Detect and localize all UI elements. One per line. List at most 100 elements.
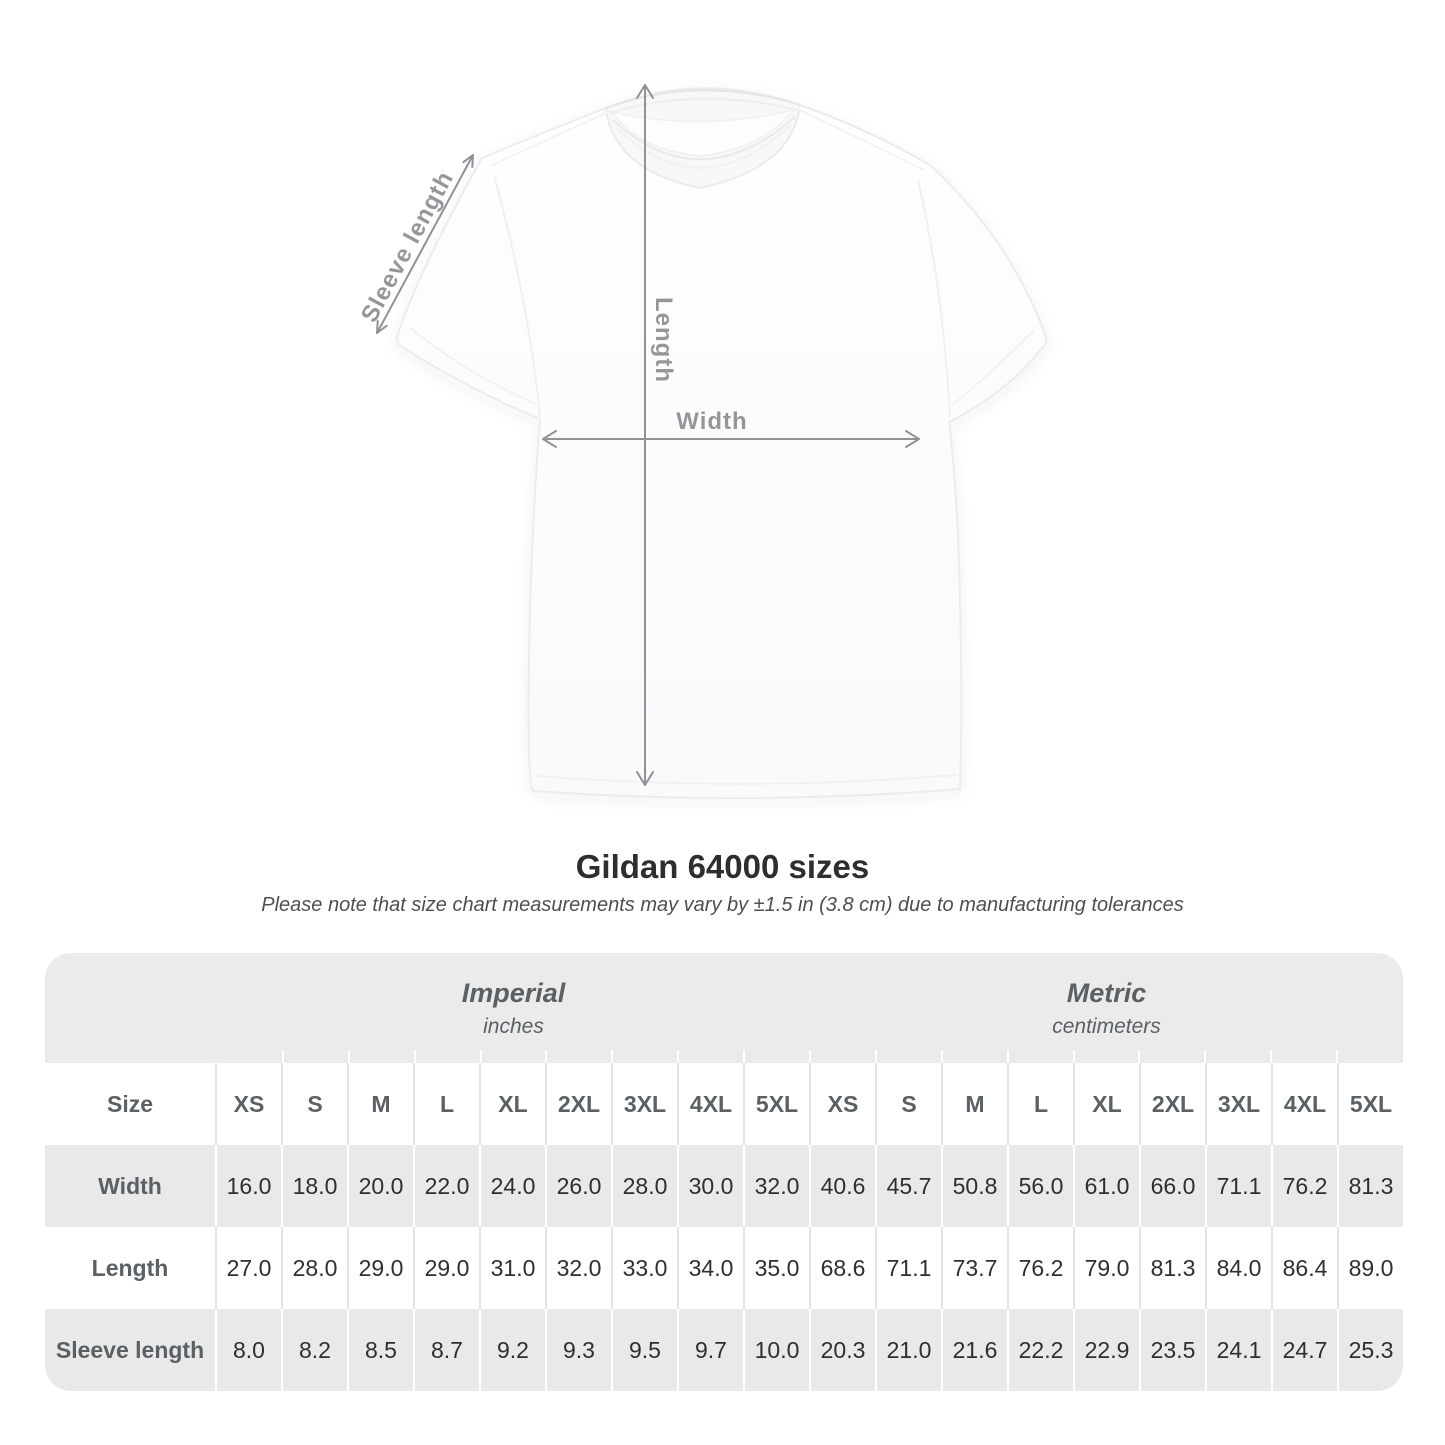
table-cell: 79.0 [1073, 1227, 1139, 1309]
length-label: Length [650, 297, 677, 383]
imperial-unit: inches [483, 1014, 544, 1038]
table-cell: 22.9 [1073, 1309, 1139, 1391]
table-cell: 22.2 [1007, 1309, 1073, 1391]
table-cell: 81.3 [1337, 1145, 1403, 1227]
table-cell: 89.0 [1337, 1227, 1403, 1309]
column-notch [677, 1050, 680, 1063]
table-row: Width 16.0 18.0 20.0 22.0 24.0 26.0 28.0 30.0 32.… [45, 1145, 1403, 1227]
size-column-header: 2XL [545, 1063, 611, 1145]
table-cell: 21.0 [875, 1309, 941, 1391]
table-cell: 68.6 [809, 1227, 875, 1309]
size-column-header: 4XL [1271, 1063, 1337, 1145]
size-column-header: 3XL [611, 1063, 677, 1145]
size-label: Size [106, 1090, 154, 1117]
table-cell: 28.0 [281, 1227, 347, 1309]
table-cell: 76.2 [1271, 1145, 1337, 1227]
size-column-header: XS [809, 1063, 875, 1145]
column-notch [413, 1050, 416, 1063]
column-notch [281, 1050, 284, 1063]
size-column-header: 2XL [1139, 1063, 1205, 1145]
table-row: Length 27.0 28.0 29.0 29.0 31.0 32.0 33.0 34.0 35… [45, 1227, 1403, 1309]
table-cell: 23.5 [1139, 1309, 1205, 1391]
table-cell: 71.1 [1205, 1145, 1271, 1227]
size-column-header: M [941, 1063, 1007, 1145]
size-column-header: S [281, 1063, 347, 1145]
column-notch [1006, 1050, 1009, 1063]
table-cell: 86.4 [1271, 1227, 1337, 1309]
table-cell: 27.0 [215, 1227, 281, 1309]
size-column-header: XL [1073, 1063, 1139, 1145]
row-label: Width [98, 1172, 162, 1199]
table-cell: 81.3 [1139, 1227, 1205, 1309]
imperial-label: Imperial [461, 977, 566, 1008]
table-cell: 22.0 [413, 1145, 479, 1227]
table-cell: 25.3 [1337, 1309, 1403, 1391]
size-column-header: XS [215, 1063, 281, 1145]
page-title: Gildan 64000 sizes [575, 848, 870, 885]
table-cell: 34.0 [677, 1227, 743, 1309]
table-cell: 9.3 [545, 1309, 611, 1391]
table-cell: 9.2 [479, 1309, 545, 1391]
table-row: Sleeve length 8.0 8.2 8.5 8.7 9.2 9.3 9.5 9.7 10.… [45, 1309, 1403, 1391]
tshirt-shape [396, 87, 1048, 800]
table-cell: 8.2 [281, 1309, 347, 1391]
table-cell: 71.1 [875, 1227, 941, 1309]
table-cell: 8.7 [413, 1309, 479, 1391]
metric-unit: centimeters [1052, 1014, 1161, 1038]
table-cell: 45.7 [875, 1145, 941, 1227]
column-notch [479, 1050, 482, 1063]
table-cell: 84.0 [1205, 1227, 1271, 1309]
header-spacer [45, 953, 217, 1063]
row-label: Sleeve length [55, 1336, 205, 1363]
table-cell: 32.0 [545, 1227, 611, 1309]
column-notch [545, 1050, 548, 1063]
column-notch [874, 1050, 877, 1063]
table-cell: 76.2 [1007, 1227, 1073, 1309]
table-cell: 24.0 [479, 1145, 545, 1227]
column-notch [611, 1050, 614, 1063]
column-notch [347, 1050, 350, 1063]
size-guide-figure: Sleeve length Length Width [356, 84, 1048, 800]
table-cell: 24.1 [1205, 1309, 1271, 1391]
size-column-header: S [875, 1063, 941, 1145]
column-notch [1270, 1050, 1273, 1063]
size-column-header: 4XL [677, 1063, 743, 1145]
table-cell: 73.7 [941, 1227, 1007, 1309]
table-cell: 61.0 [1073, 1145, 1139, 1227]
size-column-header: L [413, 1063, 479, 1145]
table-cell: 20.0 [347, 1145, 413, 1227]
table-cell: 21.6 [941, 1309, 1007, 1391]
table-cell: 32.0 [743, 1145, 809, 1227]
table-cell: 18.0 [281, 1145, 347, 1227]
table-cell: 28.0 [611, 1145, 677, 1227]
column-notch [1204, 1050, 1207, 1063]
column-notch [940, 1050, 943, 1063]
tolerance-note: Please note that size chart measurements… [261, 894, 1184, 916]
table-cell: 8.5 [347, 1309, 413, 1391]
tshirt-illustration [376, 84, 1048, 800]
size-column-header: 5XL [743, 1063, 809, 1145]
table-cell: 29.0 [347, 1227, 413, 1309]
table-cell: 16.0 [215, 1145, 281, 1227]
column-notch [809, 1050, 811, 1063]
table-cell: 9.7 [677, 1309, 743, 1391]
table-cell: 31.0 [479, 1227, 545, 1309]
size-column-header: M [347, 1063, 413, 1145]
column-notch [1138, 1050, 1141, 1063]
size-column-header: 3XL [1205, 1063, 1271, 1145]
table-cell: 8.0 [215, 1309, 281, 1391]
column-notch [1072, 1050, 1075, 1063]
length-arrow [636, 84, 654, 786]
table-cell: 10.0 [743, 1309, 809, 1391]
table-cell: 30.0 [677, 1145, 743, 1227]
table-cell: 33.0 [611, 1227, 677, 1309]
column-notch [1336, 1050, 1339, 1063]
table-cell: 26.0 [545, 1145, 611, 1227]
size-column-header: L [1007, 1063, 1073, 1145]
sleeve-length-arrow [376, 154, 474, 334]
table-cell: 9.5 [611, 1309, 677, 1391]
table-cell: 50.8 [941, 1145, 1007, 1227]
metric-label: Metric [1066, 977, 1147, 1008]
table-cell: 20.3 [809, 1309, 875, 1391]
